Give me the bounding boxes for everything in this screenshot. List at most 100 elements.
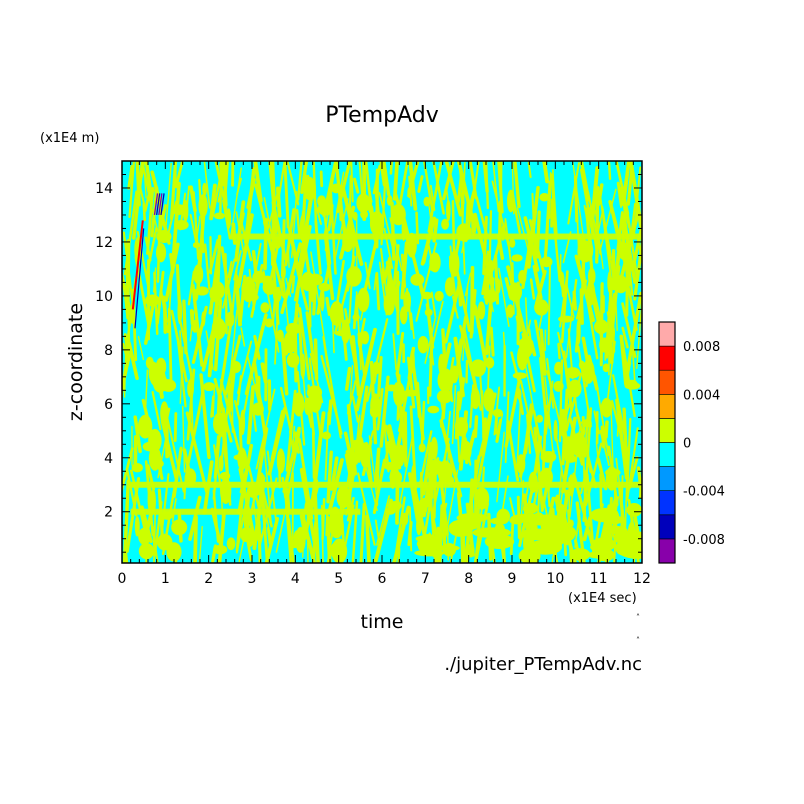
- field-blob: [410, 273, 425, 286]
- field-streak: [557, 342, 561, 360]
- field-streak: [320, 504, 325, 563]
- field-streak: [158, 204, 167, 234]
- field-blob: [346, 266, 362, 287]
- field-streak: [631, 342, 636, 386]
- field-streak: [551, 206, 561, 283]
- field-streak: [494, 414, 499, 435]
- field-streak: [300, 161, 311, 194]
- colorbar-tick-label: 0: [683, 437, 691, 452]
- field-blob: [434, 290, 444, 302]
- field-streak: [584, 407, 593, 492]
- field-blob: [438, 353, 445, 375]
- field-blob-low: [526, 514, 566, 526]
- field-streak: [187, 270, 196, 306]
- field-blob: [553, 419, 558, 442]
- field-blob: [608, 322, 616, 343]
- field-streak: [397, 437, 413, 515]
- field-blob: [131, 463, 143, 473]
- field-streak: [240, 327, 246, 347]
- field-streak: [513, 161, 521, 209]
- field-streak: [410, 358, 425, 441]
- field-streak: [441, 502, 447, 546]
- small-marker-2: ˄: [636, 636, 640, 645]
- field-streak: [633, 232, 642, 301]
- field-blob: [262, 275, 273, 287]
- field-blob: [471, 213, 477, 236]
- field-streak: [628, 161, 642, 228]
- field-blob-low: [591, 537, 616, 552]
- field-blob: [209, 285, 223, 303]
- field-streak: [233, 400, 242, 427]
- field-streak: [326, 450, 333, 504]
- field-streak: [133, 435, 138, 471]
- field-streak: [605, 340, 616, 409]
- field-streak: [622, 407, 629, 471]
- field-blob: [138, 527, 151, 546]
- field-streak: [497, 413, 504, 437]
- field-blob: [170, 204, 187, 215]
- colorbar-swatch: [658, 490, 676, 516]
- field-blob: [509, 238, 516, 248]
- field-streak: [281, 277, 284, 297]
- field-streak: [295, 208, 301, 239]
- field-streak: [146, 187, 155, 255]
- field-streak: [625, 328, 637, 374]
- field-blob: [450, 365, 459, 384]
- field-blob: [357, 287, 370, 313]
- field-blob-low: [436, 544, 460, 552]
- field-blob: [516, 388, 522, 401]
- field-streak: [125, 239, 131, 313]
- field-streak: [560, 270, 569, 344]
- field-blob: [281, 264, 286, 279]
- field-streak: [523, 403, 534, 455]
- field-streak: [220, 246, 235, 320]
- field-streak: [606, 311, 612, 328]
- field-blob: [516, 454, 526, 475]
- field-blob: [627, 258, 633, 272]
- y-tick-label: 4: [104, 451, 113, 467]
- field-streak: [310, 251, 325, 337]
- field-streak: [383, 421, 390, 473]
- field-streak: [559, 277, 568, 328]
- field-blob: [370, 393, 381, 418]
- field-blob: [400, 512, 409, 526]
- chart-title: PTempAdv: [325, 103, 439, 128]
- field-streak: [346, 379, 357, 415]
- field-streak: [199, 373, 211, 460]
- field-streak: [151, 525, 163, 563]
- field-streak: [473, 415, 479, 438]
- field-streak: [595, 411, 599, 445]
- field-extreme-cluster: [153, 193, 159, 216]
- field-blob-low: [484, 534, 515, 550]
- y-tick-label: 10: [95, 289, 113, 305]
- field-blob: [441, 218, 450, 230]
- field-streak: [451, 295, 459, 319]
- field-streak: [169, 253, 175, 274]
- x-tick-label: 0: [118, 571, 127, 587]
- field-streak: [227, 260, 233, 279]
- field-streak: [357, 472, 376, 546]
- field-blob: [474, 487, 490, 510]
- field-blob: [356, 193, 371, 213]
- y-unit-label: (x1E4 m): [40, 131, 99, 146]
- field-streak: [417, 175, 424, 193]
- field-streak: [364, 261, 371, 290]
- field-streak: [327, 399, 333, 426]
- colorbar-swatch: [658, 514, 676, 540]
- y-tick-label: 6: [104, 397, 113, 413]
- field-streak: [137, 335, 145, 361]
- field-streak: [319, 170, 324, 188]
- field-streak: [428, 336, 434, 397]
- field-streak: [456, 161, 477, 229]
- field-streak: [196, 525, 203, 563]
- field-streak: [297, 161, 303, 201]
- field-streak: [170, 309, 188, 383]
- field-blob: [559, 271, 565, 289]
- field-blob: [260, 302, 270, 314]
- field-blob: [160, 401, 169, 426]
- field-blob: [564, 367, 581, 379]
- field-blob: [211, 317, 226, 340]
- field-streak: [266, 526, 272, 545]
- field-streak: [287, 227, 301, 277]
- field-streak: [163, 303, 167, 334]
